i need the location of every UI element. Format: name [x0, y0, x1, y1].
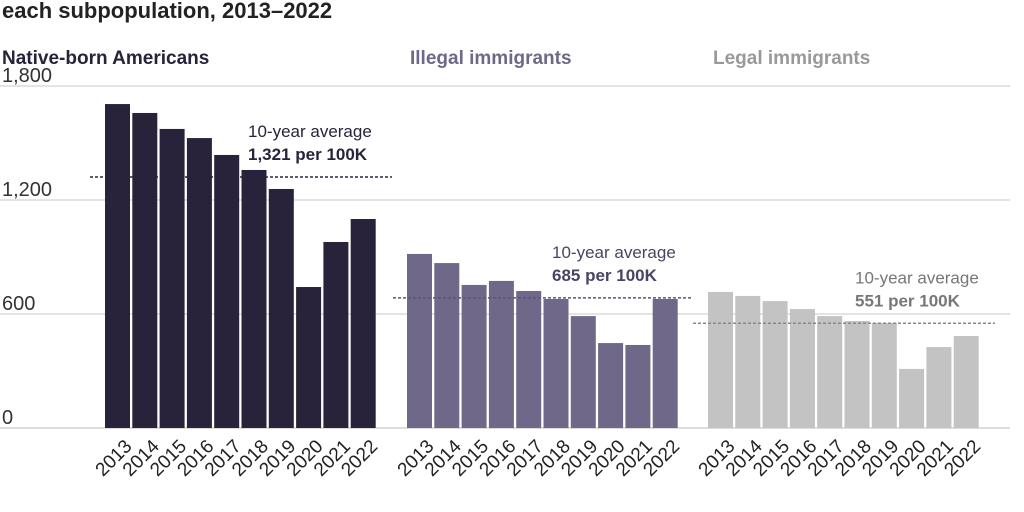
- bar-2014: [132, 112, 158, 428]
- bar-2017: [817, 316, 843, 428]
- bar-2019: [570, 316, 596, 428]
- bar-2022: [652, 298, 678, 428]
- chart-title: each subpopulation, 2013–2022: [2, 0, 332, 23]
- y-tick-label: 1,800: [2, 65, 52, 87]
- bar-2018: [241, 169, 267, 429]
- bar-2020: [899, 368, 925, 428]
- bar-2021: [323, 241, 349, 428]
- bar-2014: [735, 295, 761, 428]
- panel-title: Illegal immigrants: [410, 48, 572, 69]
- average-label: 10-year average: [855, 268, 979, 287]
- bar-2022: [350, 219, 376, 428]
- y-tick-label: 1,200: [2, 179, 52, 201]
- bar-2021: [625, 344, 651, 428]
- panel-legal-immigrants: Legal immigrants201320142015201620172018…: [693, 48, 995, 481]
- bar-2018: [543, 298, 569, 428]
- y-tick-label: 600: [2, 293, 35, 315]
- bar-2013: [708, 291, 733, 428]
- bar-2014: [434, 263, 460, 428]
- bar-2016: [488, 280, 514, 428]
- bar-2015: [461, 284, 487, 428]
- bar-2017: [516, 291, 542, 428]
- average-value: 685 per 100K: [552, 266, 658, 285]
- bar-2013: [105, 104, 130, 429]
- panel-illegal-immigrants: Illegal immigrants2013201420152016201720…: [393, 48, 692, 481]
- average-value: 1,321 per 100K: [248, 145, 368, 164]
- average-value: 551 per 100K: [855, 291, 961, 310]
- bar-2016: [789, 309, 815, 428]
- y-tick-label: 0: [2, 407, 13, 429]
- bar-2018: [844, 321, 870, 428]
- average-label: 10-year average: [248, 122, 372, 141]
- panel-title: Legal immigrants: [713, 48, 870, 69]
- bar-2019: [871, 322, 897, 428]
- panel-native-born-americans: Native-born Americans2013201420152016201…: [2, 48, 392, 481]
- panel-title: Native-born Americans: [2, 48, 209, 69]
- bar-2022: [953, 336, 979, 428]
- bar-2013: [407, 253, 432, 428]
- bar-2020: [296, 287, 322, 428]
- bar-2016: [186, 138, 212, 428]
- bar-2021: [926, 347, 952, 428]
- bar-2015: [762, 301, 788, 428]
- average-label: 10-year average: [552, 243, 676, 262]
- bar-2015: [159, 128, 185, 428]
- bar-2019: [268, 188, 294, 428]
- bar-2020: [598, 343, 624, 428]
- bar-2017: [214, 154, 240, 428]
